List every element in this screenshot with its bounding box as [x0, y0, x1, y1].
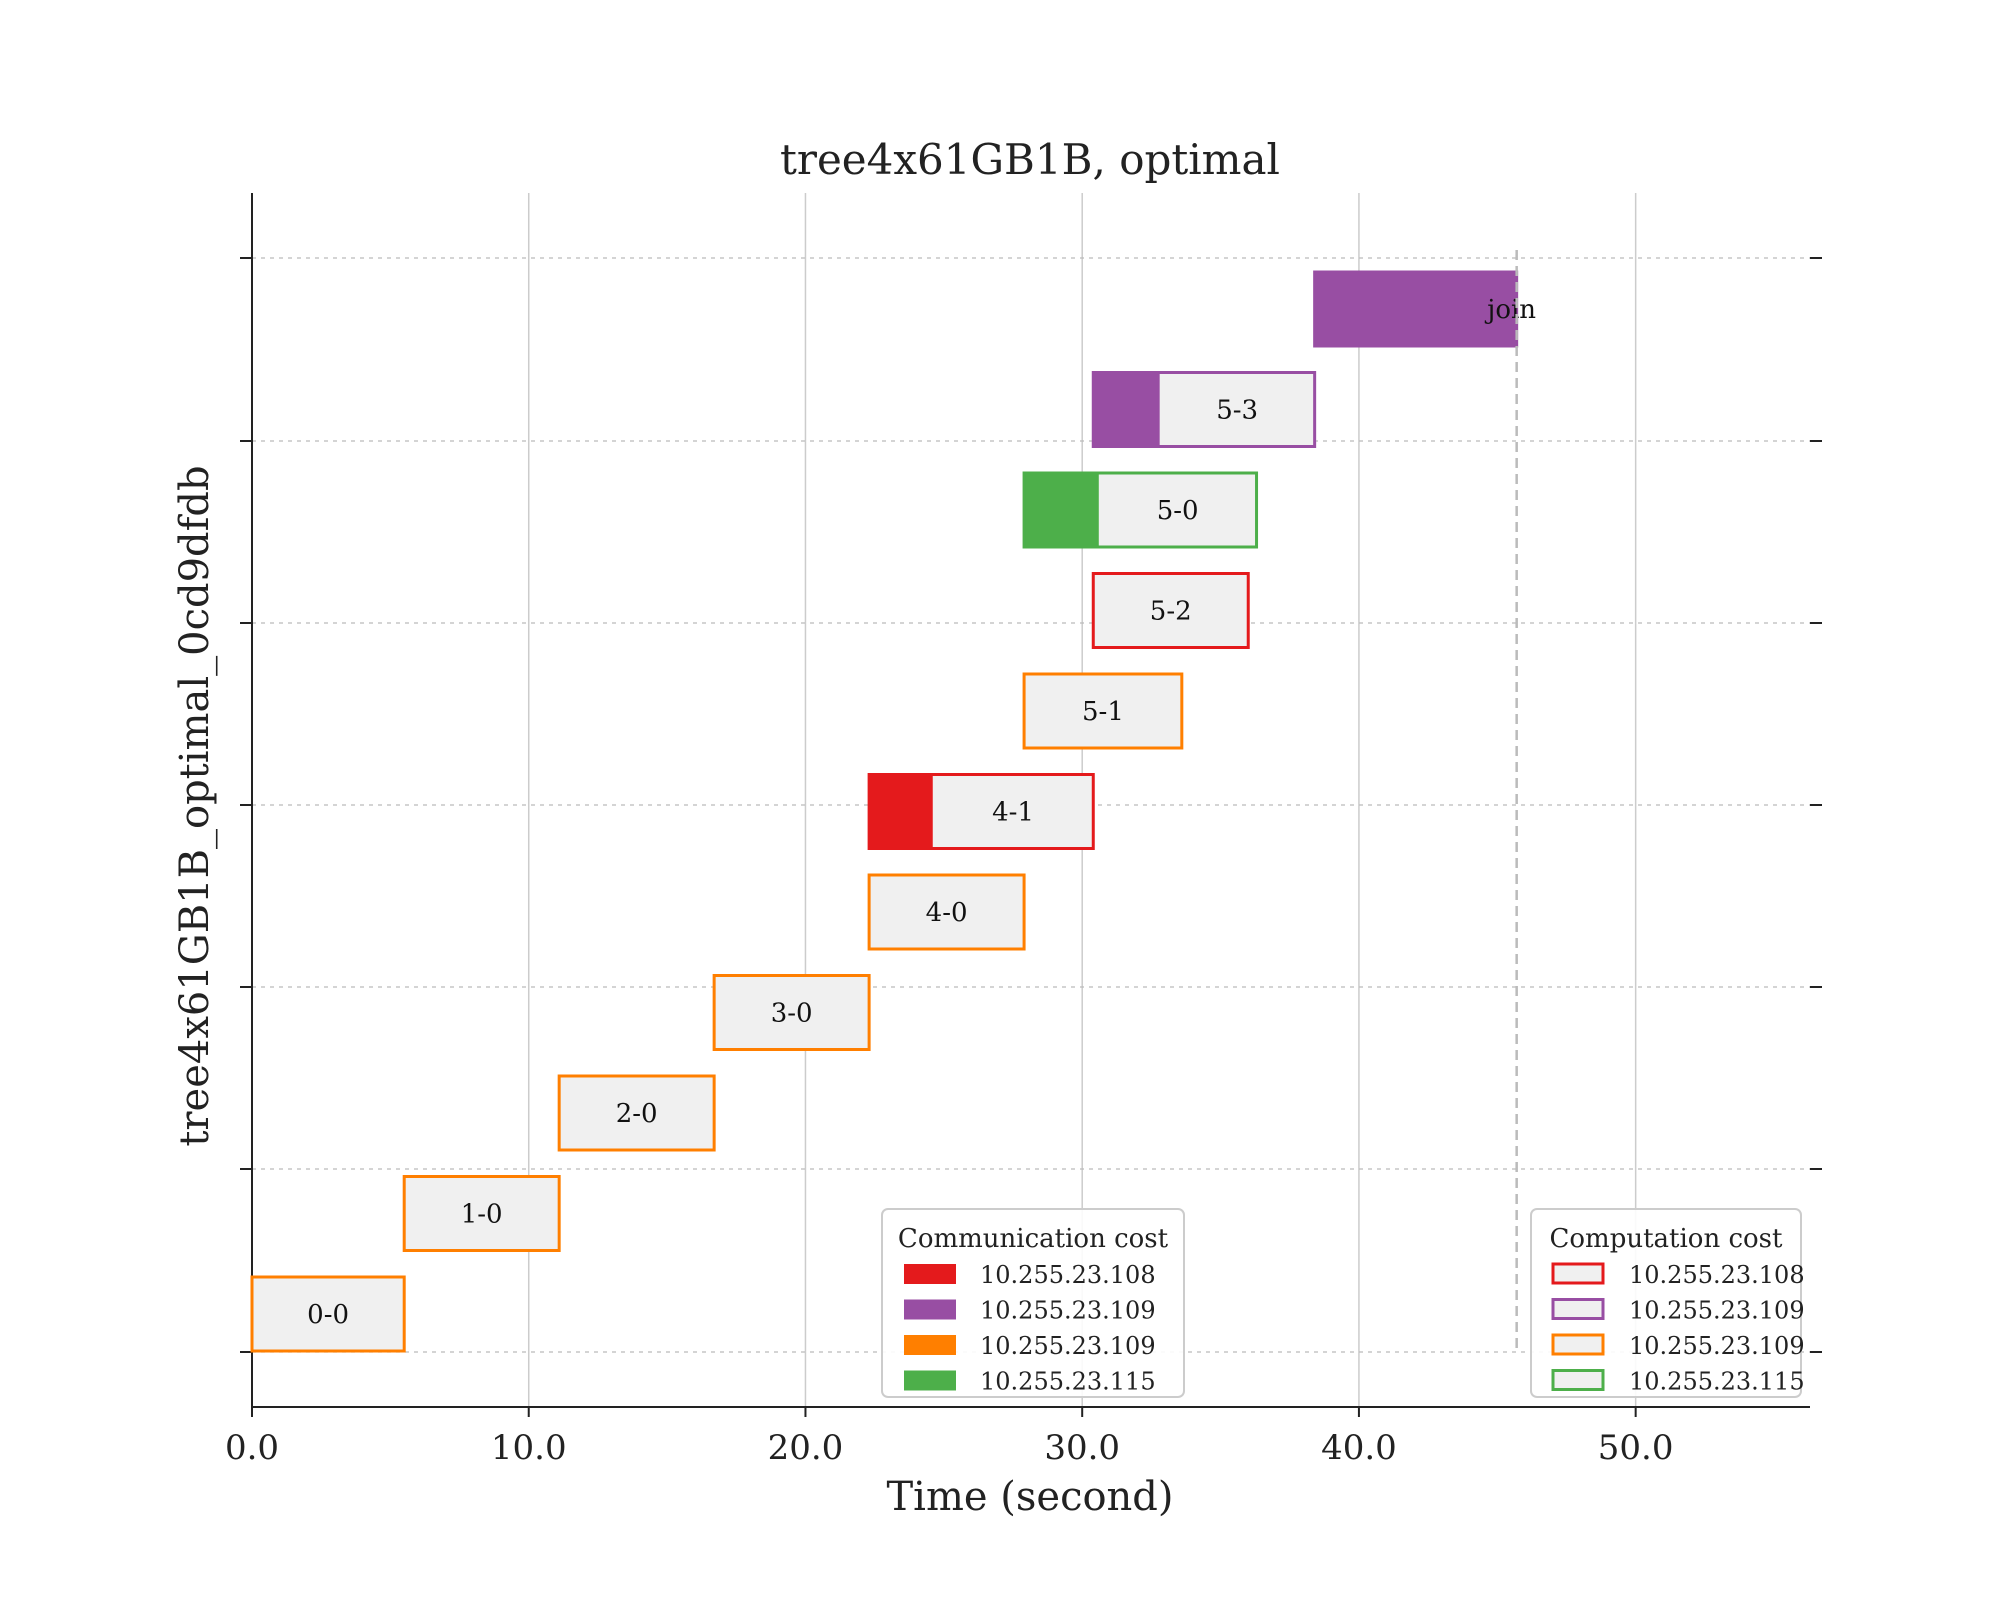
task-label: 1-0 — [461, 1200, 503, 1230]
task-outline — [712, 974, 871, 1051]
task-label: 5-0 — [1157, 496, 1199, 526]
computation-bar — [1024, 674, 1182, 748]
task-outline — [1022, 471, 1259, 549]
computation-bar — [559, 1076, 715, 1150]
task-outline — [1313, 270, 1519, 348]
communication-bar — [1314, 272, 1517, 346]
x-tick-label: 20.0 — [768, 1428, 844, 1468]
computation-bar — [714, 975, 870, 1050]
task-label: 3-0 — [771, 999, 813, 1029]
x-tick-label: 50.0 — [1598, 1428, 1674, 1468]
computation-bar — [404, 1176, 560, 1251]
task-4-1: 4-1 — [867, 773, 1095, 850]
task-5-2: 5-2 — [1091, 572, 1250, 649]
task-outline — [557, 1074, 716, 1152]
legend-swatch — [1551, 1333, 1605, 1356]
task-3-0: 3-0 — [712, 974, 871, 1051]
task-5-3: 5-3 — [1091, 371, 1317, 448]
legend-swatch — [1551, 1369, 1605, 1391]
task-label: 5-3 — [1216, 396, 1258, 426]
legend-swatch — [904, 1335, 956, 1355]
legend-entry-label: 10.255.23.115 — [1629, 1368, 1805, 1396]
task-outline — [1091, 572, 1250, 649]
task-0-0: 0-0 — [250, 1275, 406, 1353]
task-label: 4-1 — [992, 798, 1034, 828]
legend-entry-label: 10.255.23.109 — [1629, 1332, 1805, 1360]
chart-title: tree4x61GB1B, optimal — [780, 135, 1280, 184]
x-tick-label: 40.0 — [1321, 1428, 1397, 1468]
task-label: 4-0 — [926, 898, 968, 928]
task-label: 5-1 — [1082, 697, 1124, 727]
x-tick-label: 30.0 — [1044, 1428, 1120, 1468]
legends: Communication cost 10.255.23.108 10.255.23… — [881, 1208, 1805, 1398]
computation-bar — [1098, 473, 1257, 547]
legend-entry-label: 10.255.23.109 — [980, 1297, 1156, 1325]
legend-swatch — [904, 1299, 956, 1320]
communication-bar — [1093, 372, 1160, 447]
y-axis-label: tree4x61GB1B_optimal_0cd9dfdb — [172, 465, 218, 1146]
legend-swatch — [1551, 1262, 1605, 1285]
computation-bar — [869, 875, 1025, 949]
legend-frame — [881, 1208, 1185, 1398]
task-outline — [867, 773, 1095, 850]
task-1-0: 1-0 — [402, 1175, 561, 1252]
task-label: 0-0 — [307, 1300, 349, 1330]
legend-computation: Computation cost 10.255.23.108 10.255.23.1… — [1530, 1208, 1805, 1398]
x-tick-label: 10.0 — [491, 1428, 567, 1468]
legend-entry-label: 10.255.23.108 — [1629, 1261, 1805, 1289]
communication-bar — [1024, 473, 1099, 547]
task-label: 5-2 — [1150, 597, 1192, 627]
legend-swatch — [904, 1370, 956, 1391]
legend-entry-label: 10.255.23.109 — [980, 1332, 1156, 1360]
task-join: join — [1313, 270, 1536, 348]
task-outline — [1091, 371, 1317, 448]
legend-entry-label: 10.255.23.109 — [1629, 1297, 1805, 1325]
task-5-0: 5-0 — [1022, 471, 1259, 549]
computation-bar — [932, 774, 1094, 849]
task-outline — [402, 1175, 561, 1252]
communication-bar — [869, 774, 933, 849]
computation-bar — [252, 1277, 405, 1351]
task-outline — [250, 1275, 406, 1353]
legend-entry-label: 10.255.23.108 — [980, 1261, 1156, 1289]
legend-entry-label: 10.255.23.115 — [980, 1368, 1156, 1396]
x-tick-label: 0.0 — [225, 1428, 279, 1468]
task-4-0: 4-0 — [867, 873, 1026, 951]
task-outline — [1022, 672, 1184, 750]
task-2-0: 2-0 — [557, 1074, 716, 1152]
x-axis-label: Time (second) — [886, 1474, 1173, 1520]
task-label: 2-0 — [616, 1099, 658, 1129]
task-5-1: 5-1 — [1022, 672, 1184, 750]
task-outline — [867, 873, 1026, 951]
computation-bar — [1159, 372, 1315, 447]
legend-title: Computation cost — [1550, 1224, 1784, 1254]
computation-bar — [1093, 573, 1249, 648]
task-label: join — [1484, 295, 1536, 325]
legend-communication: Communication cost 10.255.23.108 10.255.23… — [881, 1208, 1185, 1398]
legend-title: Communication cost — [898, 1224, 1169, 1254]
legend-swatch — [904, 1264, 956, 1284]
legend-swatch — [1551, 1298, 1605, 1320]
